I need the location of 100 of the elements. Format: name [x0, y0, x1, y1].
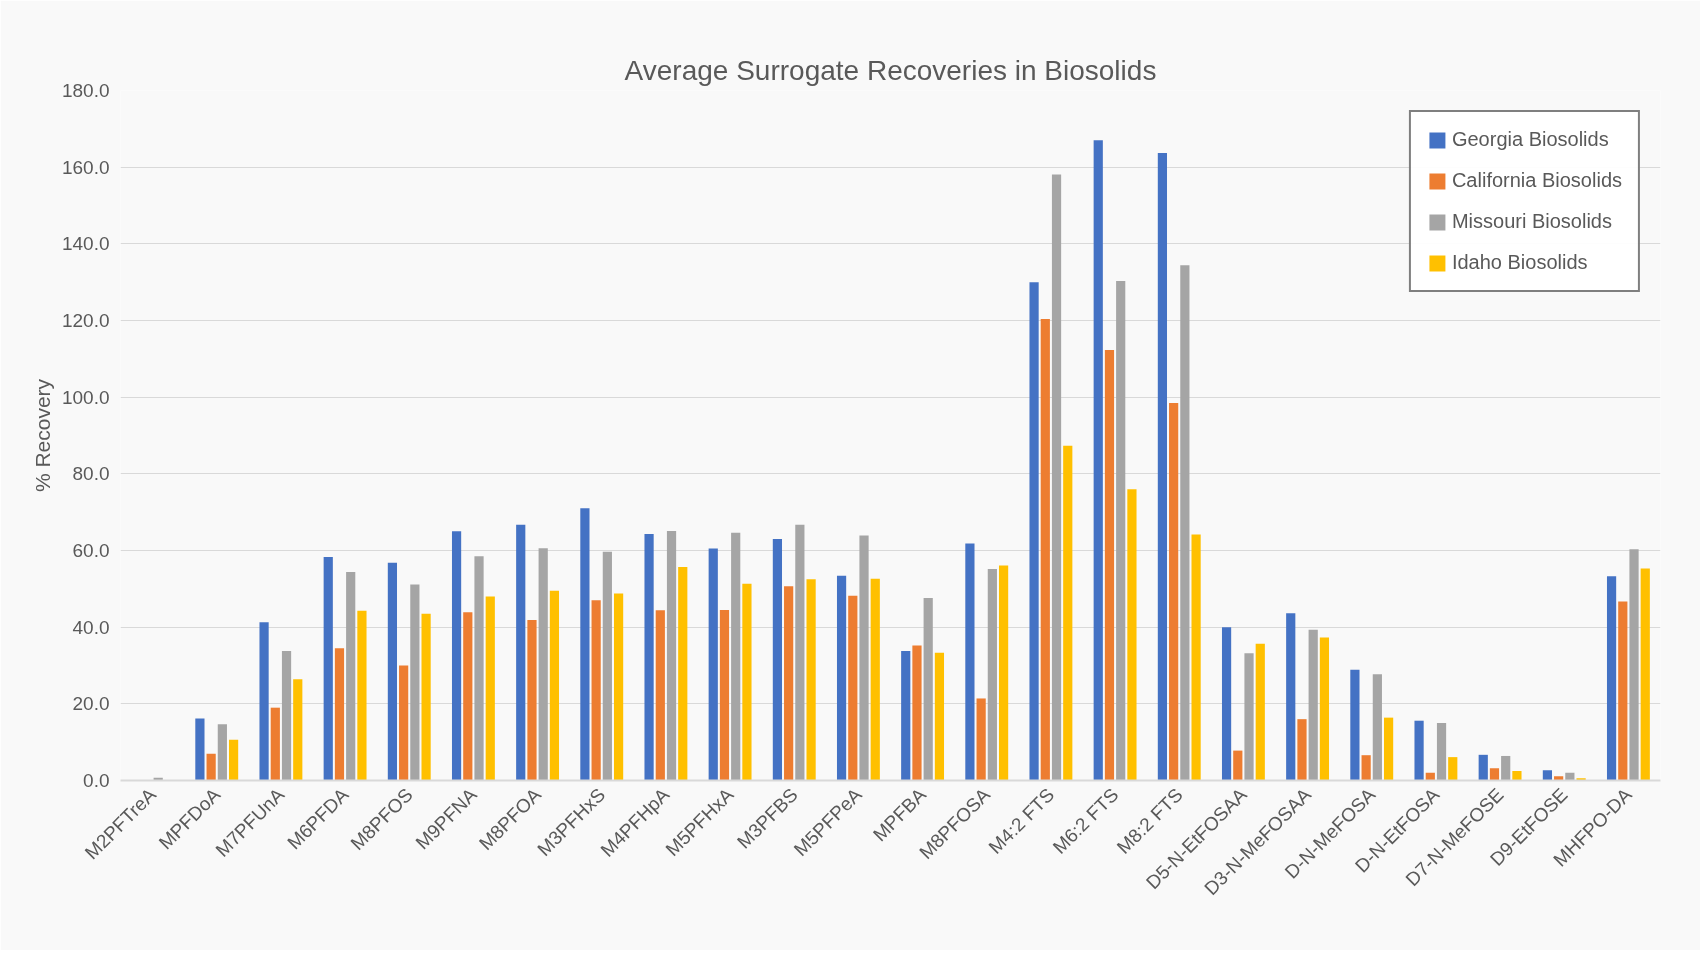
bar: [784, 586, 794, 781]
bar: [1063, 445, 1073, 781]
bar: [772, 539, 783, 781]
bar: [742, 583, 752, 781]
legend-label: California Biosolids: [1451, 169, 1622, 192]
bar: [1489, 768, 1500, 781]
y-tick-label: 0.0: [83, 770, 110, 791]
bar: [538, 548, 548, 781]
y-tick-label: 100.0: [61, 386, 110, 408]
bar: [934, 652, 945, 781]
bar: [591, 600, 601, 781]
bar: [1606, 576, 1617, 781]
bar: [357, 610, 367, 781]
bar: [613, 593, 624, 781]
bar: [451, 531, 462, 781]
bar: [848, 595, 858, 781]
bar: [1180, 265, 1190, 781]
bar: [1512, 770, 1522, 781]
bar: [1383, 717, 1394, 781]
bar: [1478, 754, 1488, 781]
bar: [323, 557, 333, 781]
bar: [195, 718, 205, 781]
bar: [1255, 643, 1265, 781]
bar: [1040, 318, 1050, 781]
bar: [1554, 776, 1564, 781]
bar: [731, 532, 741, 781]
legend-label: Idaho Biosolids: [1451, 251, 1588, 274]
bar: [1221, 627, 1232, 781]
bar: [719, 609, 730, 781]
bar: [708, 548, 718, 781]
y-axis-title: % Recovery: [30, 378, 54, 493]
bar: [421, 613, 431, 781]
bar: [806, 579, 816, 781]
bar: [485, 596, 495, 781]
bar: [346, 571, 356, 781]
bar: [965, 543, 975, 781]
bar: [666, 530, 677, 781]
bar: [281, 650, 292, 781]
legend-label: Missouri Biosolids: [1451, 210, 1612, 233]
bar: [1629, 549, 1639, 781]
bar: [1191, 534, 1201, 781]
bar: [644, 534, 654, 781]
bar: [1361, 755, 1371, 781]
bar: [549, 590, 560, 781]
bar: [795, 524, 805, 781]
bar: [1319, 637, 1330, 781]
y-tick-label: 40.0: [72, 616, 110, 638]
bar: [1157, 152, 1168, 781]
bar: [1414, 720, 1424, 781]
bar: [1093, 140, 1103, 781]
bar: [1436, 723, 1447, 781]
bar: [1286, 613, 1296, 781]
bar: [859, 535, 869, 781]
bar: [527, 619, 537, 781]
bar: [1372, 674, 1382, 781]
bar: [206, 753, 216, 781]
chart-title: Average Surrogate Recoveries in Biosolids: [624, 54, 1157, 86]
bar: [1244, 653, 1254, 781]
bar: [987, 568, 997, 781]
bar: [474, 556, 484, 781]
bar: [387, 562, 398, 781]
y-tick-label: 140.0: [61, 233, 110, 255]
bar: [976, 698, 986, 781]
bar: [655, 610, 665, 781]
bar: [463, 612, 473, 781]
bar: [1576, 778, 1586, 781]
y-tick-label: 80.0: [72, 463, 110, 485]
bar: [1308, 629, 1318, 781]
bar: [1104, 350, 1115, 781]
bar: [1448, 757, 1458, 781]
legend-label: Georgia Biosolids: [1451, 128, 1609, 151]
bar: [1029, 282, 1039, 781]
bar: [270, 707, 280, 781]
bar: [516, 524, 526, 781]
bar: [870, 578, 880, 781]
bar: [1233, 750, 1243, 781]
bar: [1542, 770, 1553, 781]
bar: [1127, 489, 1137, 781]
bar: [1501, 755, 1511, 781]
y-tick-label: 120.0: [61, 310, 110, 331]
bar: [602, 551, 612, 781]
bar: [1350, 669, 1360, 781]
bar: [580, 508, 590, 781]
y-tick-label: 180.0: [61, 80, 110, 101]
bar: [228, 739, 239, 781]
bar: [1640, 568, 1650, 781]
bar: [923, 598, 933, 781]
bar: [1618, 601, 1628, 781]
bar: [901, 650, 911, 781]
bar: [1051, 174, 1062, 781]
bar: [1297, 719, 1307, 781]
bar: [1169, 402, 1179, 781]
bar: [334, 648, 345, 781]
bar: [293, 679, 303, 781]
bar: [836, 575, 847, 781]
bar: [678, 566, 688, 781]
y-tick-label: 160.0: [61, 156, 110, 178]
y-tick-label: 20.0: [72, 693, 110, 715]
y-tick-label: 60.0: [72, 540, 110, 561]
bar: [998, 565, 1009, 781]
